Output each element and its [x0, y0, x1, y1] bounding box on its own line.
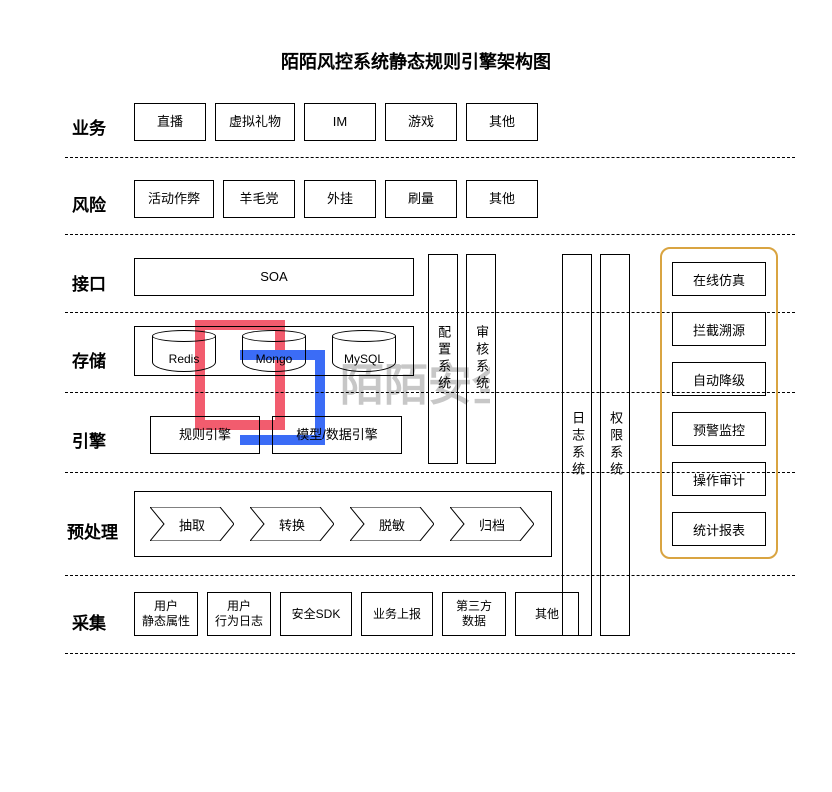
engine-item-0: 规则引擎	[150, 416, 260, 454]
diagram-canvas: { "title": { "text": "陌陌风控系统静态规则引擎架构图", …	[0, 0, 832, 792]
api-soa: SOA	[134, 258, 414, 296]
vsys-config: 配置系统	[428, 254, 458, 464]
risk-item-3: 刷量	[385, 180, 457, 218]
chev-2: 脱敏	[350, 507, 434, 541]
biz-item-2: IM	[304, 103, 376, 141]
chev-3: 归档	[450, 507, 534, 541]
vsys-log: 日志系统	[562, 254, 592, 636]
collect-item-0: 用户 静态属性	[134, 592, 198, 636]
row-label-preprocess: 预处理	[67, 518, 118, 543]
vsys-perm: 权限系统	[600, 254, 630, 636]
row-label-business: 业务	[72, 114, 106, 139]
storage-db-redis: Redis	[152, 330, 216, 372]
side-item-1: 拦截溯源	[672, 312, 766, 346]
chev-0: 抽取	[150, 507, 234, 541]
vsys-audit: 审核系统	[466, 254, 496, 464]
side-item-4: 操作审计	[672, 462, 766, 496]
risk-item-2: 外挂	[304, 180, 376, 218]
risk-item-1: 羊毛党	[223, 180, 295, 218]
divider-2	[65, 234, 795, 235]
collect-item-3: 业务上报	[361, 592, 433, 636]
row-label-api: 接口	[72, 270, 106, 295]
side-item-5: 统计报表	[672, 512, 766, 546]
row-label-engine: 引擎	[72, 427, 106, 452]
diagram-title: 陌陌风控系统静态规则引擎架构图	[0, 48, 832, 74]
divider-1	[65, 157, 795, 158]
risk-item-4: 其他	[466, 180, 538, 218]
divider-7	[65, 653, 795, 654]
biz-item-4: 其他	[466, 103, 538, 141]
storage-db-mongo: Mongo	[242, 330, 306, 372]
row-label-risk: 风险	[72, 191, 106, 216]
collect-item-2: 安全SDK	[280, 592, 352, 636]
side-item-0: 在线仿真	[672, 262, 766, 296]
side-item-2: 自动降级	[672, 362, 766, 396]
biz-item-1: 虚拟礼物	[215, 103, 295, 141]
collect-item-4: 第三方 数据	[442, 592, 506, 636]
biz-item-0: 直播	[134, 103, 206, 141]
chev-1: 转换	[250, 507, 334, 541]
biz-item-3: 游戏	[385, 103, 457, 141]
engine-item-1: 模型/数据引擎	[272, 416, 402, 454]
side-item-3: 预警监控	[672, 412, 766, 446]
row-label-storage: 存储	[72, 347, 106, 372]
row-label-collect: 采集	[72, 609, 106, 634]
risk-item-0: 活动作弊	[134, 180, 214, 218]
divider-6	[65, 575, 795, 576]
collect-item-1: 用户 行为日志	[207, 592, 271, 636]
storage-db-mysql: MySQL	[332, 330, 396, 372]
